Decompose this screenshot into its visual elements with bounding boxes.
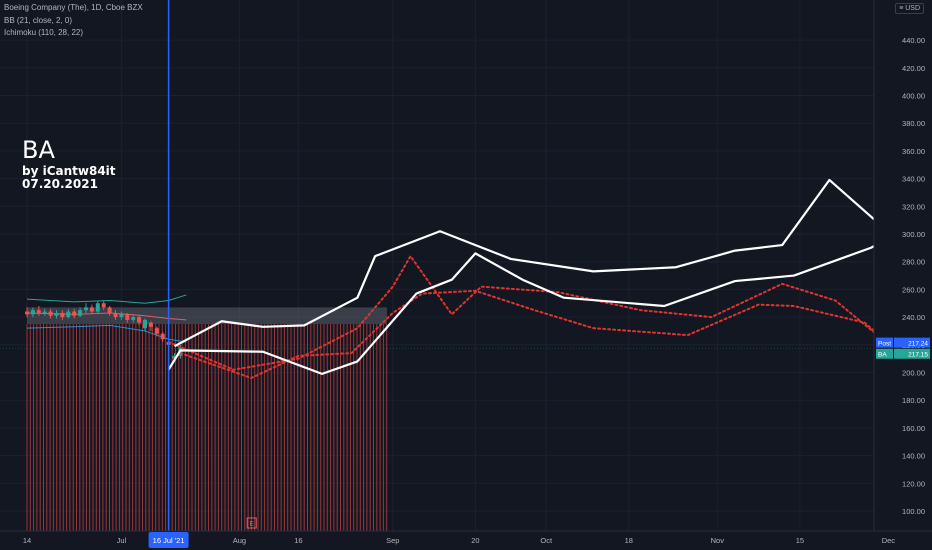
price-tag-value: 217.24 (908, 341, 928, 348)
projection-white-line (173, 178, 901, 348)
x-highlight-box (148, 532, 189, 548)
projection-paths (167, 178, 902, 380)
currency-label: USD (905, 5, 920, 12)
candle-body (54, 312, 59, 316)
y-tick-label: 340.00 (902, 175, 925, 184)
x-tick-label: Sep (386, 536, 399, 545)
x-tick-label: Nov (711, 536, 725, 545)
x-axis-background (0, 531, 932, 550)
y-tick-label: 160.00 (902, 424, 925, 433)
annotation-author: by iCantw84it (22, 164, 116, 178)
x-tick-label: Dec (882, 536, 896, 545)
candle-body (36, 310, 41, 313)
x-tick-label: Aug (233, 536, 246, 545)
ichimoku-cloud (27, 307, 387, 325)
y-tick-label: 200.00 (902, 369, 925, 378)
candle-body (89, 307, 94, 312)
candle-body (78, 310, 83, 316)
candle-body (119, 314, 124, 318)
x-tick-label: 15 (796, 536, 804, 545)
x-tick-label: 18 (625, 536, 633, 545)
candle-body (131, 317, 136, 320)
y-tick-label: 440.00 (902, 36, 925, 45)
candle-body (107, 307, 112, 313)
annotation-ticker: BA (22, 136, 55, 164)
price-tag-name-box (876, 337, 893, 348)
x-tick-label: 16 (294, 536, 302, 545)
candle-body (25, 311, 29, 315)
currency-button[interactable]: ≡ USD (895, 3, 924, 14)
y-tick-label: 400.00 (902, 92, 925, 101)
projection-red-dotted (167, 254, 902, 371)
candlesticks (25, 300, 183, 362)
price-tag-value: 217.15 (908, 352, 928, 359)
projection-white-line (167, 231, 901, 375)
y-tick-label: 360.00 (902, 147, 925, 156)
ichimoku-cloud-fill (27, 307, 387, 325)
price-labels: Post 217.24 BA 217.15 (876, 337, 930, 359)
candle-body (84, 307, 88, 311)
candle-body (42, 311, 47, 313)
highlight-marker: E (0, 0, 874, 531)
price-tag-value-box (894, 337, 930, 348)
y-tick-label: 280.00 (902, 258, 925, 267)
candle-body (101, 303, 106, 308)
y-tick-label: 240.00 (902, 313, 925, 322)
y-axis[interactable]: 100.00120.00140.00160.00180.00200.00220.… (873, 0, 932, 550)
price-tag-name: Post (878, 341, 891, 348)
candle-body (72, 311, 77, 316)
price-tag-name-box (876, 348, 893, 359)
ichimoku-cloud-bars (26, 324, 388, 531)
x-tick-label: 14 (23, 536, 31, 545)
x-tick-label: Jul (117, 536, 127, 545)
earnings-marker-box (246, 517, 257, 529)
x-tick-label: 20 (471, 536, 479, 545)
y-tick-label: 380.00 (902, 119, 925, 128)
candle-body (137, 317, 142, 323)
x-tick-label: Oct (540, 536, 553, 545)
projection-red-dotted (179, 289, 902, 380)
candle-body (160, 333, 165, 340)
candle-body (148, 322, 153, 327)
symbol-title[interactable]: Boeing Company (The), 1D, Cboe BZX (4, 3, 143, 12)
y-tick-label: 320.00 (902, 202, 925, 211)
candle-body (30, 310, 35, 315)
indicator-bb[interactable]: BB (21, close, 2, 0) (4, 16, 73, 25)
candle-body (172, 355, 177, 359)
y-tick-label: 260.00 (902, 285, 925, 294)
y-tick-label: 420.00 (902, 64, 925, 73)
y-tick-label: 300.00 (902, 230, 925, 239)
price-tag-value-box (894, 348, 930, 359)
x-highlight-label: 16 Jul '21 (153, 536, 185, 545)
bb-upper-line (26, 294, 187, 304)
earnings-marker-label: E (249, 521, 254, 528)
candle-body (154, 328, 159, 334)
candle-body (60, 312, 65, 318)
candle-body (143, 319, 147, 329)
candle-body (66, 311, 71, 318)
candle-body (113, 312, 118, 318)
y-tick-label: 100.00 (902, 507, 925, 516)
candle-body (95, 303, 100, 312)
indicator-ichimoku[interactable]: Ichimoku (110, 28, 22) (4, 28, 84, 37)
candle-body (48, 311, 53, 316)
candle-body (125, 314, 130, 320)
annotation-date: 07.20.2021 (22, 177, 98, 191)
y-axis-background (874, 0, 932, 550)
y-tick-label: 140.00 (902, 452, 925, 461)
currency-icon: ≡ (899, 5, 906, 12)
y-tick-label: 180.00 (902, 396, 925, 405)
price-tag-name: BA (878, 352, 887, 359)
bb-lower-line (26, 324, 187, 343)
y-tick-label: 120.00 (902, 479, 925, 488)
